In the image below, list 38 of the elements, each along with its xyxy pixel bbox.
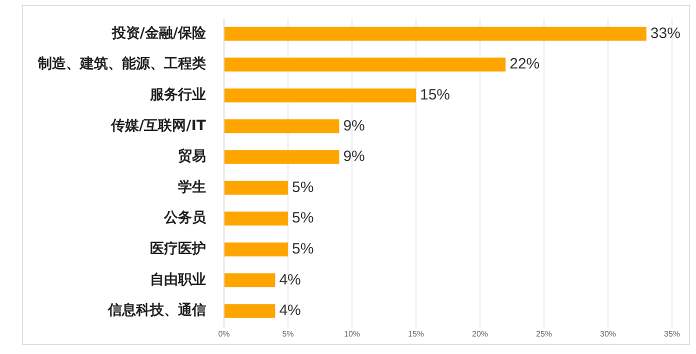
bar [224,180,288,195]
data-label: 4% [279,302,301,320]
x-tick-label: 10% [344,329,360,338]
y-tick-label: 医疗医护 [150,240,206,258]
data-label: 5% [292,210,314,227]
bar [224,26,646,41]
x-tick-label: 0% [218,329,230,338]
bar [224,88,416,102]
bar [224,304,276,318]
bar [224,150,340,164]
x-tick-label: 25% [536,329,552,338]
data-label: 5% [292,240,314,258]
data-label: 9% [343,148,365,166]
y-tick-label: 投资/金融/保险 [110,25,207,42]
y-tick-label: 自由职业 [150,272,206,288]
x-tick-label: 5% [282,329,294,338]
bar [224,273,276,288]
bar [224,58,506,72]
data-label: 5% [292,178,314,196]
bar [224,242,288,256]
bar [224,212,288,226]
x-tick-label: 30% [600,329,616,338]
y-tick-label: 公务员 [163,210,207,226]
y-tick-label: 制造、建筑、能源、工程类 [37,56,206,72]
data-label: 15% [420,86,450,104]
bar [224,119,340,134]
y-tick-label: 服务行业 [149,87,206,104]
x-tick-label: 35% [664,329,680,338]
data-label: 4% [279,271,301,288]
x-tick-label: 15% [408,329,424,338]
y-tick-label: 学生 [178,179,206,196]
y-tick-label: 信息科技、通信 [107,302,206,319]
x-tick-label: 20% [472,329,488,338]
data-label: 22% [510,56,540,73]
y-tick-label: 传媒/互联网/IT [110,118,206,134]
y-tick-label: 贸易 [178,148,206,165]
data-label: 33% [650,24,680,42]
data-label: 9% [343,117,365,134]
